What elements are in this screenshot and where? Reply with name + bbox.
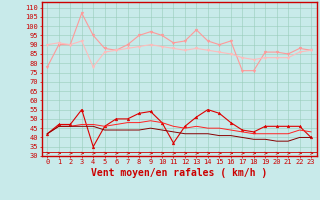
X-axis label: Vent moyen/en rafales ( km/h ): Vent moyen/en rafales ( km/h ) xyxy=(91,168,267,178)
